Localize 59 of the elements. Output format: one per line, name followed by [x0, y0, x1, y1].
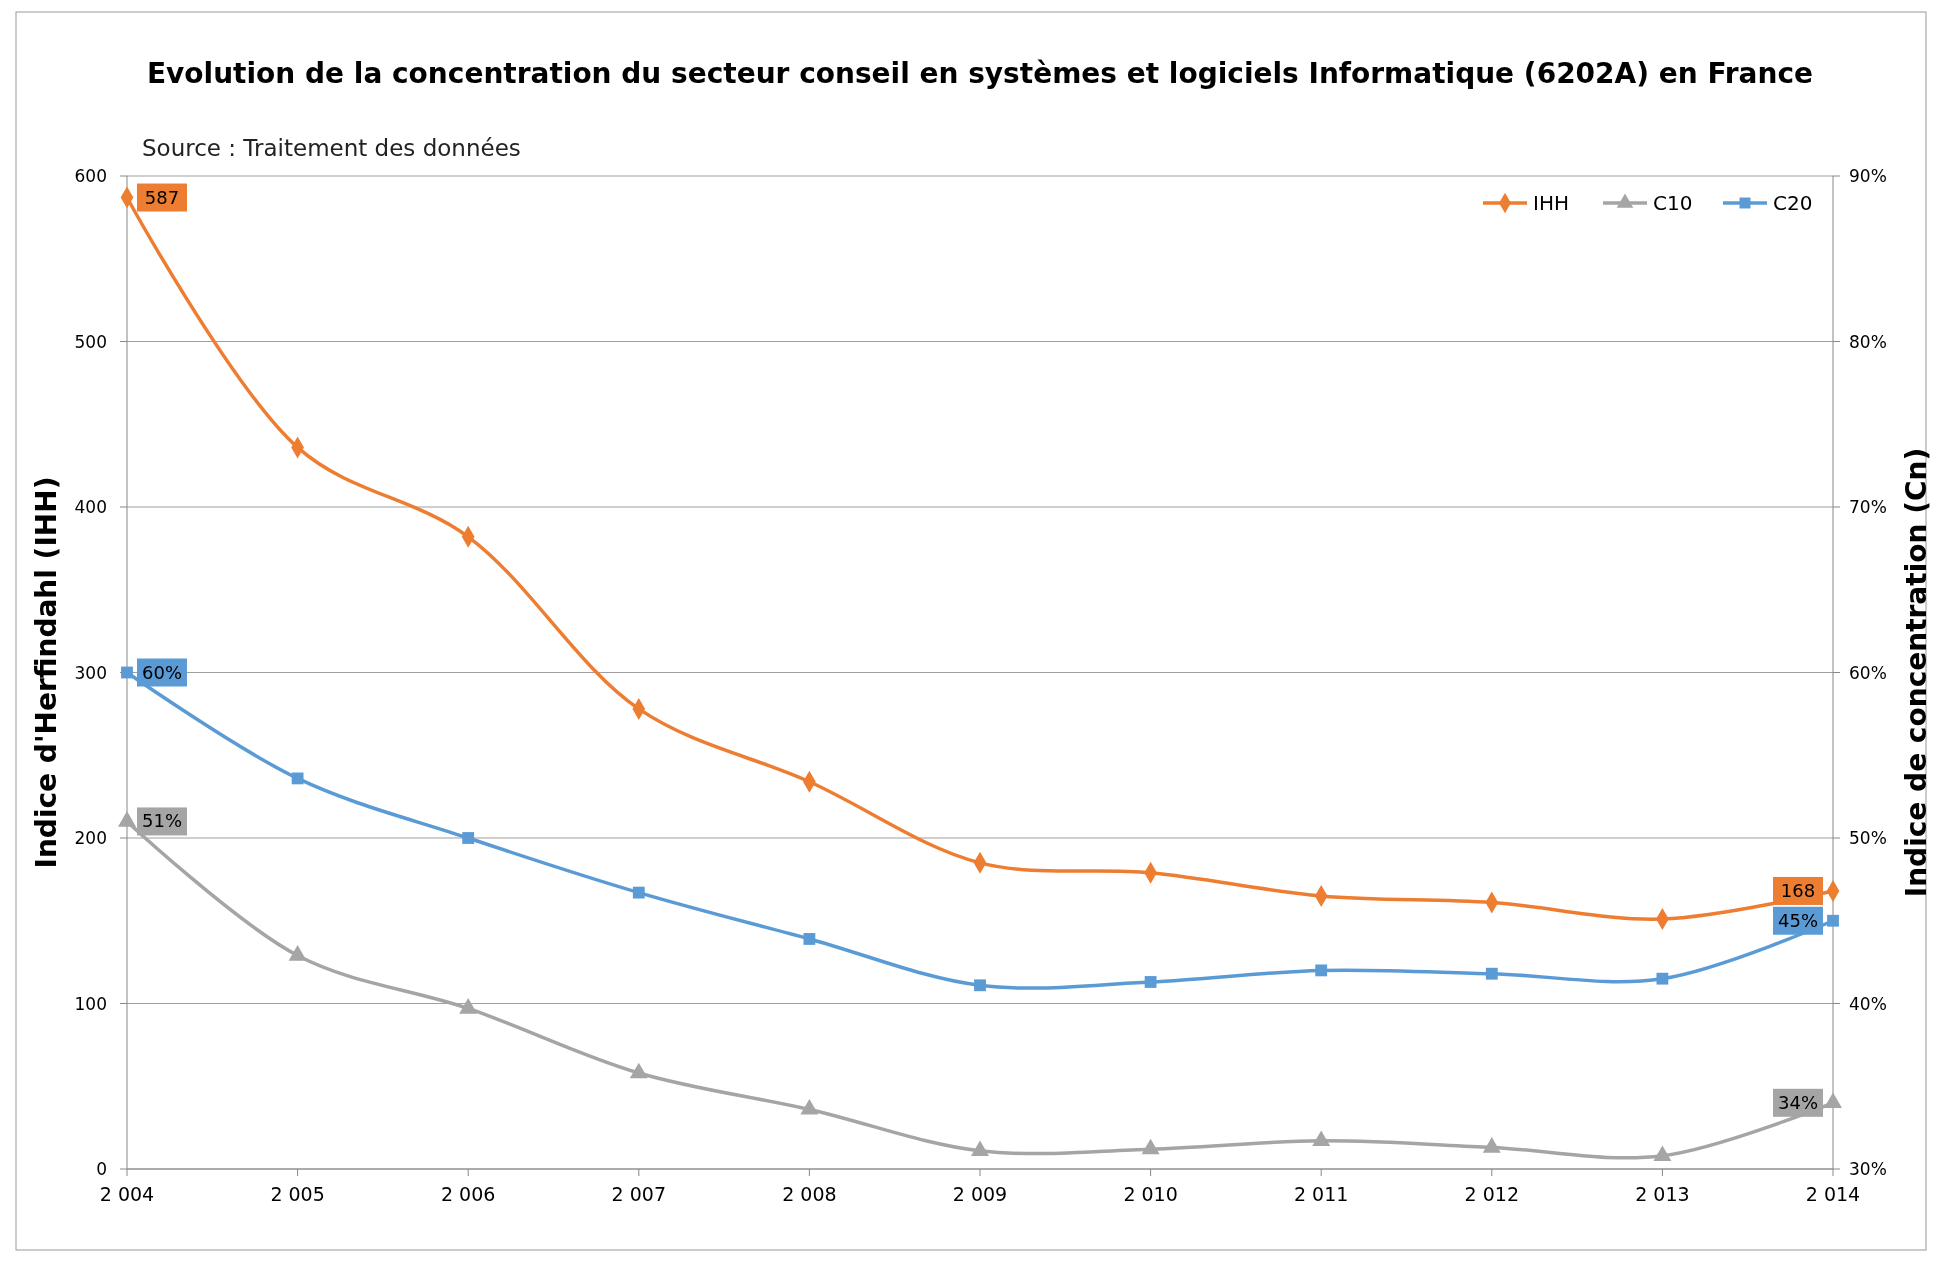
chart-title: Evolution de la concentration du secteur conseil en systèmes et logiciels Informatique (6202A) en France — [146, 57, 1814, 90]
y-tick-label: 600 — [74, 166, 107, 186]
point — [1144, 976, 1157, 988]
x-tick-label: 2 005 — [270, 1183, 325, 1205]
data-label: 34% — [1777, 1091, 1819, 1113]
y2-axis-title: Indice de concentration (Cn) — [1900, 447, 1933, 898]
y2-tick-label: 80% — [1849, 331, 1887, 352]
y-tick-label: 500 — [74, 331, 107, 352]
data-label: 168 — [1780, 879, 1816, 901]
x-tick-label: 2 008 — [782, 1183, 837, 1205]
x-tick-label: 2 012 — [1464, 1183, 1519, 1205]
point — [800, 1099, 819, 1115]
point — [291, 772, 304, 785]
point — [1485, 967, 1498, 980]
point — [121, 666, 133, 679]
x-tick-label: 2 011 — [1294, 1183, 1349, 1205]
x-tick-label: 2 009 — [952, 1183, 1008, 1205]
point — [632, 886, 645, 899]
x-tick-label: 2 006 — [441, 1183, 496, 1205]
point — [1315, 964, 1328, 977]
point — [1656, 972, 1669, 985]
point — [288, 945, 307, 961]
y-tick-label: 0 — [96, 1159, 107, 1179]
data-label: 60% — [141, 661, 183, 683]
x-tick-label: 2 014 — [1805, 1183, 1861, 1205]
point — [462, 832, 475, 844]
y-tick-label: 200 — [74, 828, 107, 848]
legend-label: C20 — [1773, 191, 1813, 215]
point — [974, 979, 986, 992]
y-tick-label: 100 — [74, 993, 107, 1014]
point — [459, 998, 478, 1014]
data-label: 587 — [144, 186, 180, 208]
x-tick-label: 2 013 — [1635, 1183, 1690, 1205]
point — [629, 1062, 648, 1079]
y2-tick-label: 60% — [1849, 662, 1887, 683]
point — [1827, 914, 1839, 927]
x-tick-label: 2 007 — [611, 1183, 666, 1205]
point — [1312, 1130, 1331, 1147]
legend-label: C10 — [1653, 191, 1693, 215]
data-label: 51% — [141, 810, 183, 832]
x-tick-label: 2 010 — [1123, 1183, 1178, 1205]
y2-tick-label: 30% — [1849, 1159, 1887, 1179]
y2-tick-label: 50% — [1849, 828, 1887, 848]
point — [1824, 1092, 1842, 1108]
y-axis-title: Indice d'Herfindahl (IHH) — [30, 476, 63, 869]
y2-tick-label: 90% — [1849, 166, 1887, 186]
point — [1653, 1145, 1672, 1161]
point — [1141, 1138, 1160, 1155]
data-label: 45% — [1777, 909, 1819, 931]
point — [803, 933, 816, 945]
source-note: Source : Traitement des données — [142, 135, 521, 161]
y-tick-label: 400 — [74, 497, 107, 517]
y-tick-label: 300 — [74, 662, 107, 683]
y2-tick-label: 40% — [1849, 993, 1887, 1014]
x-tick-label: 2 004 — [99, 1183, 155, 1205]
legend-label: IHH — [1533, 191, 1569, 215]
y2-tick-label: 70% — [1849, 497, 1887, 517]
point — [971, 1140, 989, 1156]
point — [1482, 1137, 1501, 1153]
